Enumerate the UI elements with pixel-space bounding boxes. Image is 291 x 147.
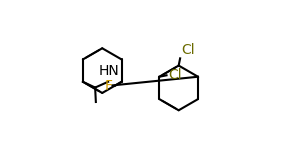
Text: F: F	[104, 79, 112, 93]
Text: Cl: Cl	[168, 68, 182, 82]
Text: HN: HN	[98, 64, 119, 78]
Text: Cl: Cl	[181, 43, 194, 57]
